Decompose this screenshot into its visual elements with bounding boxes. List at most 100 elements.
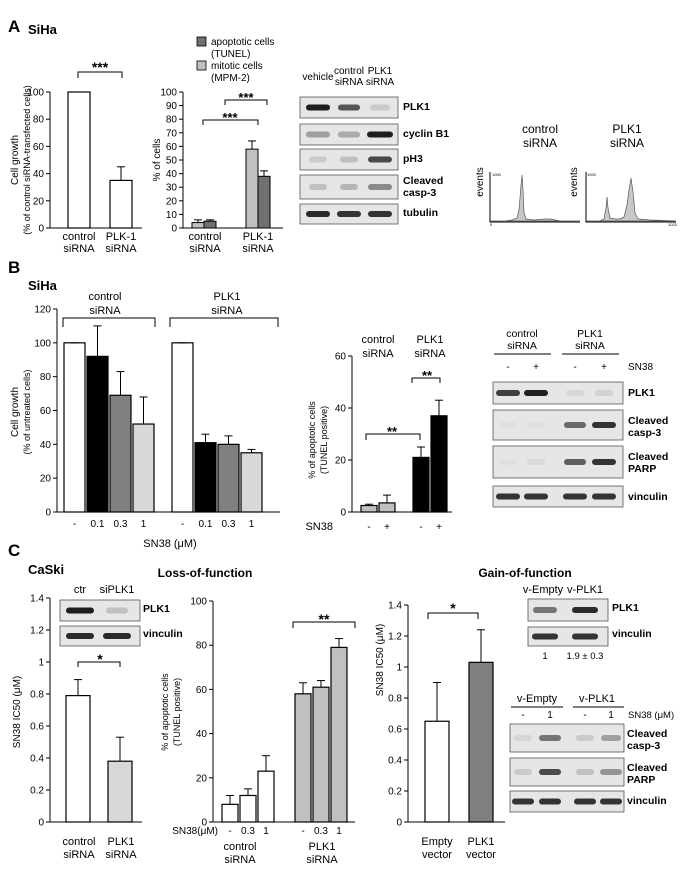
y-tick-label: 90 [166,101,178,112]
x-tick-label: 1 [249,519,255,530]
blot-row-label: vinculin [612,628,652,640]
blot-strips [509,723,625,813]
bars [67,91,133,229]
blot-strip [59,599,141,622]
bar [132,423,155,513]
significance-bracket [77,661,121,667]
bars [191,140,271,229]
blot-column-label: ctr [74,584,87,596]
x-tick-label: - [73,519,76,530]
y-tick-label: 0.6 [388,725,402,736]
facs-y-label: events [475,167,486,196]
x-tick-label: 0.3 [241,826,255,837]
blot-row-label: tubulin [403,207,438,219]
y-tick-label: 60 [196,685,208,696]
blot-a: vehicle control siRNA PLK1 siRNA PLK1 cy… [299,66,449,225]
blot-band [564,459,586,465]
x-tick-label: + [384,522,390,533]
y-tick-label: 0 [38,818,44,829]
y-tick-label: 40 [196,729,208,740]
gain-title: Gain-of-function [478,566,571,580]
blot-column-label: v-Empty [523,584,564,596]
blot-row-label: Cleaved PARP [628,451,671,475]
bar [203,220,217,229]
y-tick-label: 1.4 [30,594,44,605]
bar [221,803,239,823]
x-label: PLK1 [108,836,135,848]
blot-column-label: siRNA [366,77,395,88]
blot-row-label: vinculin [627,795,667,807]
y-tick-label: 80 [196,641,208,652]
bar [239,794,257,823]
blot-row-label-part: PARP [627,774,655,786]
lane-label: - [583,710,586,721]
blot-band [499,422,517,428]
group-label: PLK1 [214,291,241,303]
lane-label: - [573,362,576,373]
bar [63,342,86,513]
blot-band [367,131,393,138]
blot-band [600,769,622,775]
x-tick-label: 0.3 [314,826,328,837]
blot-group-label: PLK1 [577,328,603,340]
y-tick-label: 0.2 [30,786,44,797]
chart-a-cells: % of cells 0 10 20 30 40 50 60 70 80 90 100 *** **… [152,88,283,255]
legend-label: mitotic cells [211,61,263,72]
bar [360,504,378,513]
blot-row-label: pH3 [403,153,423,165]
blot-band [340,184,358,190]
panel-c-cell-line: CaSki [28,562,64,577]
y-label: % of cells [152,139,163,182]
y-tick-label: 40 [33,169,45,180]
significance-label: ** [387,424,398,439]
bar [86,355,109,513]
bars [221,638,348,823]
x-label: Empty [421,836,453,848]
x-label: PLK-1 [106,231,137,243]
blot-band [572,607,598,613]
x-ticks: - 0.1 0.3 1 - 0.1 0.3 1 [73,519,255,530]
facs-axes [489,172,580,223]
blot-row-label: Cleaved PARP [627,762,670,786]
y-label: % of apoptotic cells [160,673,170,751]
blot-band [66,607,94,614]
y-tick-label: 0 [45,508,51,519]
facs-y-label: events [569,167,580,196]
bar [107,760,133,823]
significance-label: *** [92,59,109,75]
blot-band [514,735,532,741]
bar [378,502,396,513]
blot-strip [527,626,609,647]
facs-axes [585,172,676,223]
x-tick-label: - [419,522,422,533]
blot-row-label-part: PARP [628,463,656,475]
blot-row-label-part: Cleaved [628,451,668,463]
x-label: siRNA [105,849,137,861]
x-prefix: SN38 [305,521,333,533]
x-label: siRNA [224,854,256,866]
y-tick-label: 0 [396,818,402,829]
significance-bracket [292,621,356,628]
y-tick-label: 60 [33,142,45,153]
y-label: (TUNEL positive) [319,406,329,474]
lane-label: + [533,362,539,373]
y-tick-label: 100 [27,88,44,99]
y-tick-label: 80 [40,372,52,383]
y-tick-label: 0 [171,224,177,235]
group-label: siRNA [89,305,121,317]
y-tick-label: 0 [38,224,44,235]
lane-label: 1 [608,710,614,721]
y-tick-label: 60 [166,142,178,153]
blot-band [574,798,596,805]
y-tick-label: 60 [335,352,347,363]
bar [257,770,275,823]
blot-band [66,633,94,639]
bar [171,342,194,513]
bar [67,91,91,229]
significance-bracket [411,377,441,383]
treatment-label: SN38 (μM) [628,710,674,721]
x-tick-label: - [181,519,184,530]
x-label: PLK-1 [243,231,274,243]
significance-label: * [450,600,456,616]
